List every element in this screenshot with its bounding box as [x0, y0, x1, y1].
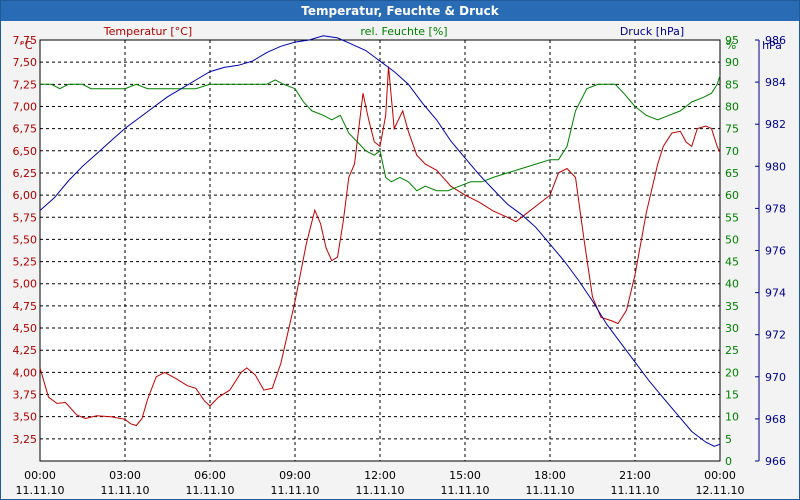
middle-tick-label: 0 — [725, 455, 732, 468]
middle-tick-label: 40 — [725, 278, 739, 291]
left-tick-label: 5,75 — [13, 211, 38, 224]
x-tick-date: 11.11.10 — [101, 484, 150, 497]
x-tick-time: 00:00 — [24, 469, 56, 482]
x-tick-time: 12:00 — [364, 469, 396, 482]
middle-tick-label: 45 — [725, 256, 739, 269]
left-tick-label: 7,00 — [13, 100, 38, 113]
left-tick-label: 7,25 — [13, 78, 38, 91]
middle-tick-label: 5 — [725, 433, 732, 446]
middle-tick-label: 75 — [725, 123, 739, 136]
right-tick-label: 972 — [765, 329, 786, 342]
x-tick-time: 21:00 — [619, 469, 651, 482]
left-axis-unit: °C — [19, 39, 33, 52]
series-line-rel-feuchte — [40, 75, 721, 192]
x-tick-date: 12.11.10 — [696, 484, 745, 497]
x-tick-time: 18:00 — [534, 469, 566, 482]
x-tick-date: 11.11.10 — [271, 484, 320, 497]
middle-tick-label: 65 — [725, 167, 739, 180]
middle-tick-label: 95 — [725, 34, 739, 47]
middle-axis-unit: % — [726, 39, 736, 52]
middle-tick-label: 60 — [725, 189, 739, 202]
middle-tick-label: 25 — [725, 344, 739, 357]
right-tick-label: 986 — [765, 34, 786, 47]
left-tick-label: 7,50 — [13, 56, 38, 69]
middle-axis-label: rel. Feuchte [%] — [360, 25, 447, 38]
left-tick-label: 6,50 — [13, 145, 38, 158]
left-axis-label: Temperatur [°C] — [103, 25, 192, 38]
left-tick-label: 4,75 — [13, 300, 38, 313]
left-tick-label: 5,00 — [13, 278, 38, 291]
middle-tick-label: 35 — [725, 300, 739, 313]
left-tick-label: 4,00 — [13, 366, 38, 379]
right-tick-label: 984 — [765, 76, 786, 89]
right-tick-label: 976 — [765, 245, 786, 258]
x-tick-date: 11.11.10 — [16, 484, 65, 497]
left-tick-label: 6,75 — [13, 123, 38, 136]
series-line-druck — [39, 35, 721, 447]
middle-tick-label: 20 — [725, 366, 739, 379]
right-tick-label: 980 — [765, 160, 786, 173]
x-tick-time: 09:00 — [279, 469, 311, 482]
right-tick-label: 968 — [765, 413, 786, 426]
right-axis-unit: hPa — [762, 39, 782, 52]
series-lines — [39, 35, 721, 447]
series-line-temperatur — [39, 66, 721, 427]
x-tick-time: 15:00 — [449, 469, 481, 482]
right-axis-label: Druck [hPa] — [620, 25, 684, 38]
middle-tick-label: 80 — [725, 100, 739, 113]
x-tick-date: 11.11.10 — [526, 484, 575, 497]
x-tick-time: 06:00 — [194, 469, 226, 482]
left-tick-label: 3,75 — [13, 389, 38, 402]
x-tick-date: 11.11.10 — [441, 484, 490, 497]
x-tick-date: 11.11.10 — [611, 484, 660, 497]
middle-tick-label: 10 — [725, 411, 739, 424]
middle-tick-label: 15 — [725, 389, 739, 402]
middle-tick-label: 85 — [725, 78, 739, 91]
right-tick-label: 974 — [765, 287, 786, 300]
right-tick-label: 982 — [765, 118, 786, 131]
x-tick-date: 11.11.10 — [356, 484, 405, 497]
right-tick-label: 978 — [765, 202, 786, 215]
left-tick-label: 5,50 — [13, 233, 38, 246]
left-tick-label: 5,25 — [13, 256, 38, 269]
axis-labels: Temperatur [°C] rel. Feuchte [%] Druck [… — [19, 25, 782, 52]
middle-tick-label: 70 — [725, 145, 739, 158]
left-tick-label: 7,75 — [13, 34, 38, 47]
right-tick-label: 970 — [765, 371, 786, 384]
middle-tick-label: 55 — [725, 211, 739, 224]
middle-tick-label: 30 — [725, 322, 739, 335]
left-tick-label: 4,25 — [13, 344, 38, 357]
gridlines — [40, 39, 720, 461]
x-tick-time: 00:00 — [704, 469, 736, 482]
left-tick-label: 6,00 — [13, 189, 38, 202]
x-tick-time: 03:00 — [109, 469, 141, 482]
x-tick-date: 11.11.10 — [186, 484, 235, 497]
left-tick-label: 4,50 — [13, 322, 38, 335]
left-tick-label: 3,50 — [13, 411, 38, 424]
middle-tick-label: 50 — [725, 233, 739, 246]
right-tick-label: 966 — [765, 455, 786, 468]
chart-title: Temperatur, Feuchte & Druck — [1, 1, 799, 21]
left-tick-label: 6,25 — [13, 167, 38, 180]
axes: 00:00 11.11.10 03:00 11.11.10 06:00 11.11.10 0… — [13, 34, 787, 497]
left-tick-label: 3,25 — [13, 433, 38, 446]
middle-tick-label: 90 — [725, 56, 739, 69]
